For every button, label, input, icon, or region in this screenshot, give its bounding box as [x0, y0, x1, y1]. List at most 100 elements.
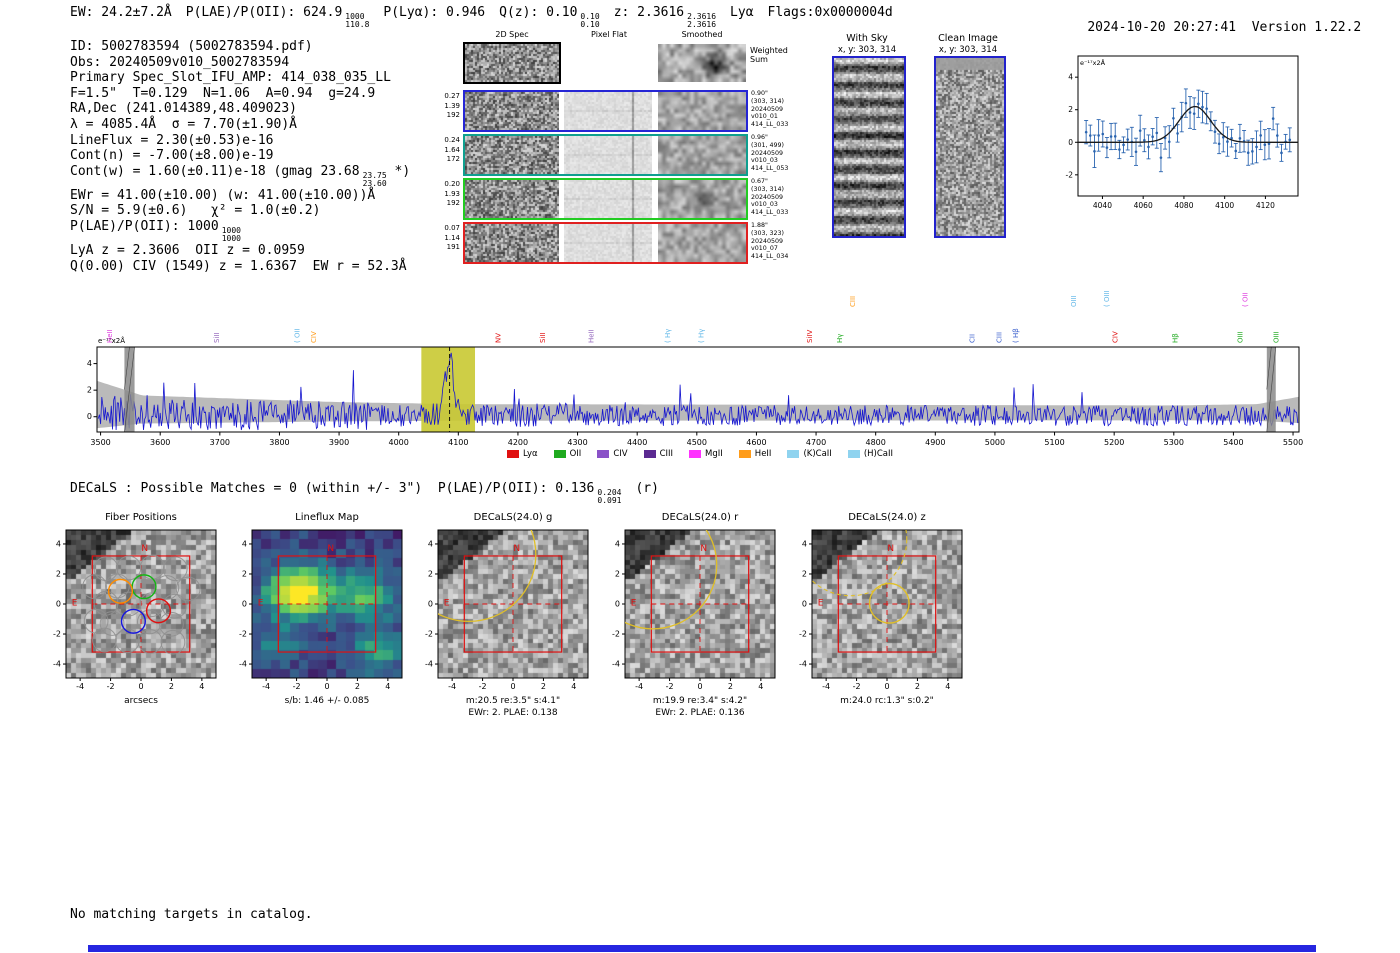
text-segment: Q(z): 0.10 0.10 0.10	[499, 5, 600, 29]
legend-item-heii: HeII	[738, 449, 772, 459]
clean-image-xy-label: x, y: 303, 314	[938, 45, 998, 55]
header-timestamp: 2024-10-20 20:27:41 Version 1.22.2	[1056, 5, 1361, 50]
fraction-bottom: 0.10	[580, 20, 600, 29]
svg-text:4: 4	[199, 682, 204, 691]
error-band	[97, 380, 1299, 429]
svg-text:0: 0	[802, 600, 807, 609]
emission-line-label: OIII	[1272, 331, 1280, 343]
fiber-id-line: 20240509	[751, 193, 784, 201]
legend-item-hcaii: (H)CaII	[847, 449, 893, 459]
fiber-smoothed-image	[658, 136, 746, 174]
fiber-weight-value: 1.14	[444, 233, 460, 242]
classification-bar	[88, 945, 1316, 952]
fiber-weight-value: 1.39	[444, 101, 460, 110]
fiber-pixel-flat-image	[564, 224, 652, 262]
fiber-id-line: 0.67"	[751, 178, 768, 185]
svg-text:0: 0	[615, 600, 620, 609]
target-box	[277, 555, 377, 653]
svg-text:2: 2	[87, 386, 92, 395]
svg-text:4900: 4900	[925, 438, 945, 447]
compass-north-label: N	[700, 544, 707, 554]
svg-text:4120: 4120	[1256, 201, 1275, 210]
inset-errorbar-points	[1084, 88, 1292, 173]
target-box	[91, 555, 191, 653]
svg-text:4: 4	[242, 539, 247, 548]
inset-axes: -2 0 2 4 4040 4060 4080 4100 4120	[1066, 55, 1299, 210]
emission-line-labels: HeII SiII ( OII CIV NV SiII HeII ( Hγ ( Hγ SiIV Hγ…	[106, 290, 1280, 343]
cutout-image	[625, 530, 775, 678]
svg-text:5500: 5500	[1283, 438, 1303, 447]
aperture-circle	[868, 582, 910, 624]
legend-label: HeII	[754, 449, 772, 459]
target-box	[650, 555, 750, 653]
emission-line-label: CIII	[849, 296, 857, 307]
info-line: EWr = 41.00(±10.00) (w: 41.00(±10.00))Å	[70, 187, 376, 203]
legend-item-kcaii: (K)CaII	[787, 449, 832, 459]
svg-text:-4: -4	[76, 682, 84, 691]
info-line: ID: 5002783594 (5002783594.pdf)	[70, 39, 313, 54]
legend-label: CIII	[659, 449, 674, 459]
text-segment-value: P(LAE)/P(OII): 624.9	[185, 5, 343, 20]
svg-text:2: 2	[355, 682, 360, 691]
fiber-weight-value: 0.07	[444, 224, 460, 232]
legend-item-civ: CIV	[597, 449, 628, 459]
svg-text:4: 4	[87, 359, 92, 368]
text-segment: P(LAE)/P(OII): 624.9 1000 110.8	[185, 5, 370, 29]
cutout-xlabel: arcsecs	[124, 696, 158, 706]
fiber-id-line: v010_01	[751, 113, 778, 121]
fiber-pixel-flat-image	[564, 136, 652, 174]
emission-line-label: CIII	[996, 332, 1004, 343]
cutout-caption-1: m:20.5 re:3.5" s:4.1"	[465, 696, 561, 706]
highlighted-fiber-circle	[131, 574, 157, 600]
emission-line-label: ( Hγ	[664, 329, 672, 343]
text-segment-value: Flags:0x0000004d	[767, 5, 893, 20]
compass-east-label: E	[818, 598, 824, 608]
fiber-id-labels: 1.88" (303, 323) 20240509 v010_07 414_LL_034	[751, 222, 788, 261]
legend-item-oii: OII	[553, 449, 581, 459]
legend-swatch	[689, 450, 702, 458]
info-line: Q(0.00) CIV (1549) z = 1.6367 EW r = 52.…	[70, 258, 407, 274]
weighted-sum-2d-spec-image	[463, 42, 561, 84]
fraction-bottom: 0.091	[597, 496, 622, 505]
spec2d-fiber-row	[463, 90, 748, 132]
spec2d-fiber-row	[463, 178, 748, 220]
fiber-weight-value: 0.24	[444, 136, 460, 144]
svg-text:-2: -2	[425, 630, 433, 639]
legend-item-ly: Lyα	[507, 449, 538, 459]
svg-text:3600: 3600	[150, 438, 170, 447]
fiber-2d-spec-image	[465, 136, 559, 174]
cutout-title: Lineflux Map	[295, 512, 359, 523]
compass-east-label: E	[444, 598, 450, 608]
catalog-object-ellipse-dashed	[812, 530, 908, 597]
svg-text:3700: 3700	[210, 438, 230, 447]
svg-text:4: 4	[56, 539, 61, 548]
svg-text:4: 4	[428, 539, 433, 548]
legend-swatch	[847, 450, 860, 458]
svg-text:-2: -2	[53, 630, 61, 639]
text-segment: (r)	[635, 481, 658, 496]
svg-text:-4: -4	[53, 660, 61, 669]
fiber-id-line: 414_LL_033	[751, 209, 789, 217]
legend-swatch	[643, 450, 656, 458]
svg-text:4000: 4000	[389, 438, 409, 447]
inset-unit-label: e⁻¹⁷x2Å	[1080, 58, 1106, 67]
svg-text:4100: 4100	[1215, 201, 1234, 210]
stacked-fraction: 0.10 0.10	[580, 13, 599, 29]
stacked-fraction: 0.204 0.091	[597, 489, 621, 505]
svg-text:0: 0	[697, 682, 702, 691]
text-segment-value: Lyα	[730, 5, 754, 20]
emission-line-label: ( OII	[1241, 292, 1249, 307]
fiber-id-line: 0.90"	[751, 90, 768, 97]
legend-item-mgii: MgII	[689, 449, 723, 459]
text-segment: EW: 24.2±7.2Å	[70, 5, 172, 20]
spectrum-line	[97, 352, 1299, 431]
fiber-weight-value: 0.20	[444, 180, 460, 188]
compass-east-label: E	[258, 598, 264, 608]
svg-text:2: 2	[915, 682, 920, 691]
text-segment: Flags:0x0000004d	[768, 5, 893, 20]
cutout-title: DECaLS(24.0) r	[661, 512, 739, 523]
fraction-top: 0.10	[580, 12, 600, 21]
svg-text:4300: 4300	[567, 438, 587, 447]
fiber-id-labels: 0.96" (301, 499) 20240509 v010_03 414_LL_053	[751, 134, 788, 173]
fiber-id-line: (303, 314)	[751, 185, 784, 193]
